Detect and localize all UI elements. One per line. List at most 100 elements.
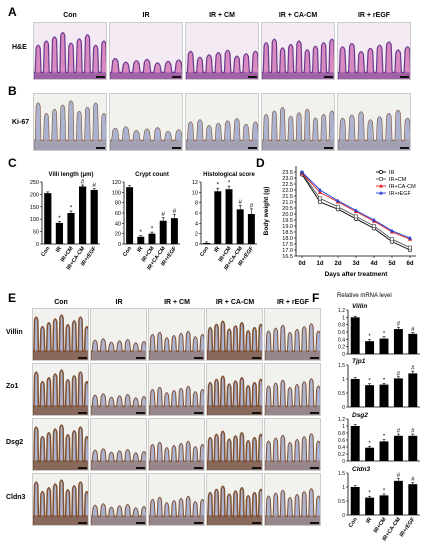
ki67-image-ir-ca-cm (261, 93, 335, 151)
y-tick-label: 60 (115, 211, 121, 217)
y-tick-label: 1 (342, 424, 345, 430)
significance-mark: # (397, 429, 401, 435)
y-axis-label: Body weight (g) (263, 187, 270, 236)
y-tick-label: 21.5 (282, 194, 293, 200)
bar (126, 187, 134, 244)
x-tick-label: 0d (298, 261, 305, 267)
he-image-ir-regf (337, 22, 411, 80)
ihc-image-villin-ir (90, 308, 147, 361)
f-title: Relative mRNA level (337, 293, 392, 299)
significance-mark: * (368, 441, 371, 447)
ihc-image-villin-ir-cm (148, 308, 205, 361)
data-point (372, 217, 376, 222)
ki67-image-ir-regf (337, 93, 411, 151)
chart-crypt-count: Crypt count020406080100120Con*IR*IR+CM#I… (112, 172, 180, 271)
category-label: IR (136, 246, 144, 254)
ihc-image-dsg2-ir-regf (264, 418, 321, 471)
y-tick-label: 100 (30, 217, 39, 223)
significance-mark: # (173, 208, 177, 215)
ihc-image-zo1-ir-cm (148, 363, 205, 416)
data-point (408, 245, 412, 250)
ihc-image-cldn3-ir-cm (148, 473, 205, 526)
legend-marker (379, 191, 383, 195)
e-col-label-ir-cm: IR + CM (164, 299, 190, 306)
he-image-con (33, 22, 107, 80)
bar (55, 222, 63, 244)
category-label: Con (199, 245, 210, 258)
y-tick-label: 10 (192, 190, 198, 196)
y-tick-label: 0 (342, 352, 345, 358)
ihc-image-zo1-con (32, 363, 89, 416)
chart-mrna-dsg2: Dsg2 00.20.40.60.811.2 * * # # (338, 412, 420, 465)
e-row-label-cldn3: Cldn3 (6, 494, 26, 501)
bar (408, 373, 418, 407)
y-tick-label: 2 (195, 232, 198, 238)
significance-mark: * (383, 331, 386, 337)
y-tick-label: 12 (192, 180, 198, 186)
significance-mark: # (81, 178, 85, 185)
bar (247, 214, 255, 244)
ihc-image-dsg2-ir-cm (148, 418, 205, 471)
row-label-ki67: Ki-67 (12, 119, 30, 126)
y-tick-label: 0.2 (338, 345, 345, 351)
y-tick-label: 22.5 (282, 182, 293, 188)
y-tick-label: 0.6 (338, 330, 345, 336)
panel-label-f: F (312, 291, 320, 305)
chart-title: Histological score (203, 172, 255, 178)
e-row-label-dsg2: Dsg2 (6, 439, 24, 446)
e-col-label-ir-ca-cm: IR + CA-CM (215, 299, 255, 306)
bar (393, 435, 403, 461)
data-point (317, 199, 323, 205)
significance-mark: * (368, 491, 371, 497)
he-image-ir-ca-cm (261, 22, 335, 80)
category-label: Con (122, 245, 133, 258)
bar (203, 242, 211, 244)
y-tick-label: 1.2 (338, 308, 345, 314)
chart-title: Villi length (μm) (49, 172, 94, 178)
bar (365, 385, 375, 407)
bar (379, 441, 389, 461)
e-col-label-ir: IR (115, 299, 123, 306)
significance-mark: * (217, 182, 220, 189)
ki67-image-ir (109, 93, 183, 151)
y-tick-label: 0.4 (338, 337, 345, 343)
col-label-ir-ca-cm: IR + CA-CM (278, 12, 318, 19)
data-point (318, 196, 322, 201)
y-tick-label: 23.5 (282, 170, 293, 176)
y-tick-label: 0.5 (338, 391, 345, 397)
data-point (354, 214, 358, 219)
col-label-ir-regf: IR + rEGF (357, 12, 391, 19)
bar (408, 333, 418, 354)
y-tick-label: 17.0 (282, 248, 293, 254)
category-label: IR (55, 246, 63, 254)
chart-body-weight: 16.517.017.518.018.519.019.520.020.521.0… (263, 166, 416, 278)
panel-label-b: B (8, 84, 17, 98)
data-point (408, 235, 412, 240)
y-tick-label: 17.5 (282, 242, 293, 248)
bar (393, 378, 403, 407)
chart-mrna-villin: Villin 00.2 0.40.60.8 11.2 * * # # (338, 303, 420, 358)
y-tick-label: 0.5 (338, 499, 345, 505)
y-tick-label: 250 (30, 180, 39, 186)
e-row-label-villin: Villin (6, 329, 23, 336)
col-label-ir-cm: IR + CM (209, 12, 235, 19)
ihc-image-cldn3-ir-regf (264, 473, 321, 526)
ihc-image-dsg2-ir (90, 418, 147, 471)
chart-histological-score: Histological score024681012Con*IR*IR+CM#… (192, 172, 257, 271)
y-tick-label: 0 (342, 513, 345, 519)
panel-label-d: D (256, 156, 265, 170)
significance-mark: * (383, 489, 386, 495)
ihc-image-villin-ir-ca-cm (206, 308, 263, 361)
bar (67, 213, 75, 244)
bar (379, 338, 389, 354)
significance-mark: # (92, 182, 96, 189)
bar (214, 191, 222, 244)
e-col-label-ir-regf: IR + rEGF (276, 299, 310, 306)
y-tick-label: 22.0 (282, 188, 293, 194)
ihc-image-dsg2-ir-ca-cm (206, 418, 263, 471)
significance-mark: * (368, 378, 371, 384)
ihc-image-cldn3-con (32, 473, 89, 526)
y-tick-label: 200 (30, 192, 39, 198)
y-tick-label: 100 (112, 190, 121, 196)
y-tick-label: 0 (195, 242, 198, 248)
